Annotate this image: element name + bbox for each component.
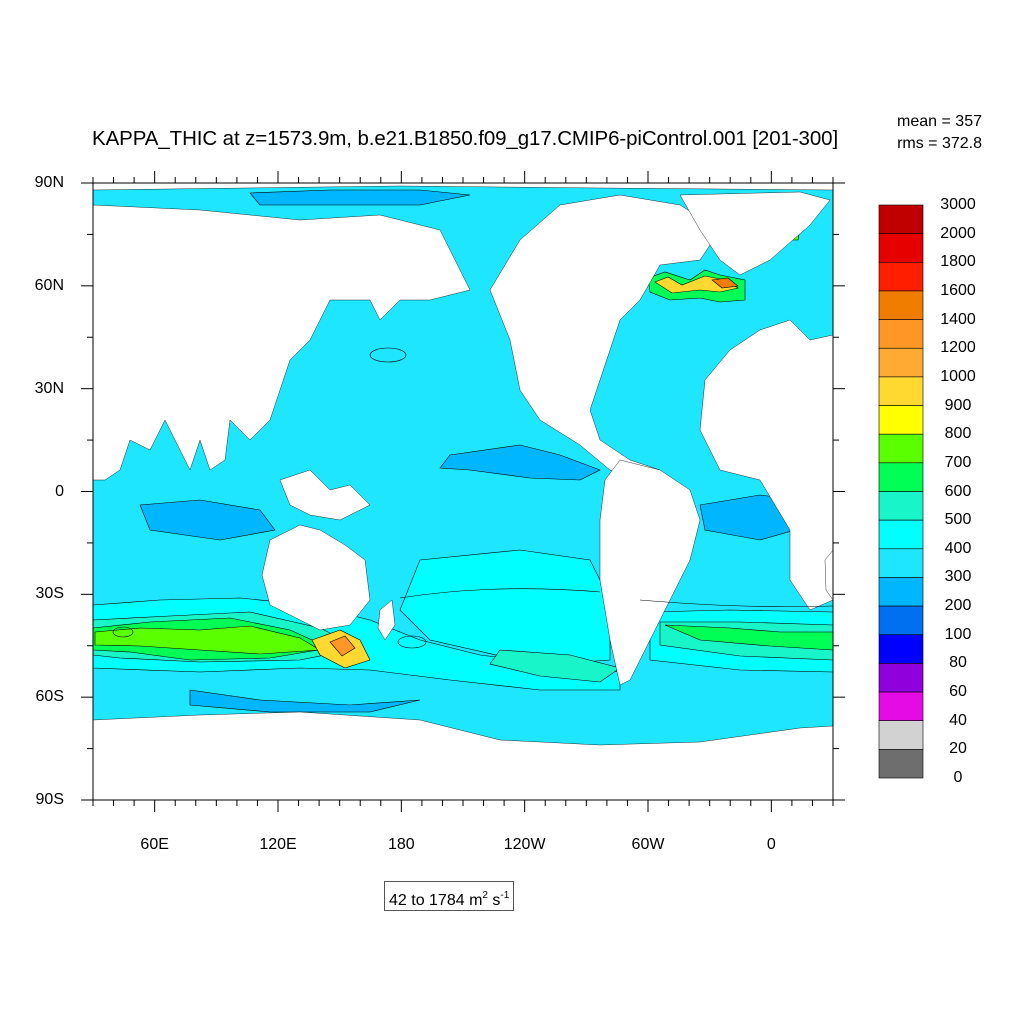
plot-title: KAPPA_THIC at z=1573.9m, b.e21.B1850.f09… (92, 127, 839, 150)
contour-north-pacific (369, 347, 407, 363)
colorbar-box (878, 405, 924, 435)
colorbar-label: 1800 (940, 253, 976, 271)
range-sup-2: -1 (500, 890, 510, 901)
colorbar-box (878, 491, 924, 521)
colorbar-label: 3000 (940, 196, 976, 213)
colorbar-box (878, 261, 924, 292)
field-300-arctic (249, 189, 471, 206)
colorbar-box (878, 720, 924, 750)
colorbar-label: 800 (944, 425, 972, 443)
range-text: 42 to 1784 m (389, 892, 483, 909)
map-ticks (81, 171, 845, 812)
colorbar-box (878, 634, 924, 664)
land-south-america (599, 459, 701, 686)
range-sup-1: 2 (482, 890, 488, 901)
land-greenland (679, 191, 831, 276)
colorbar-label: 1200 (940, 339, 976, 357)
land-maritime-islands (279, 469, 371, 521)
colorbar-label: 400 (944, 539, 972, 557)
colorbar-box (878, 347, 924, 378)
colorbar-box (878, 548, 924, 578)
colorbar-label: 60 (949, 683, 967, 701)
colorbar-label: 100 (944, 625, 972, 643)
field-400-south-pacific (399, 549, 611, 666)
land-new-zealand (377, 599, 396, 641)
lat-label: 60N (34, 276, 64, 294)
colorbar-box (878, 376, 924, 406)
colorbar-label: 700 (944, 453, 972, 471)
land-madagascar (824, 549, 833, 601)
contour-kerguelen (112, 626, 134, 638)
colorbar (878, 204, 924, 779)
field-hotspot-labrador-hot (711, 277, 739, 289)
field-500-south-pacific (489, 649, 621, 683)
contour-south-pacific (399, 588, 601, 599)
colorbar-label: 1000 (940, 367, 976, 385)
colorbar-box (878, 519, 924, 550)
lon-label: 60W (631, 836, 665, 853)
lon-label: 60E (140, 836, 169, 853)
field-600-southern-east (664, 624, 833, 651)
colorbar-label: 600 (944, 482, 972, 500)
colorbar-box (878, 691, 924, 721)
lat-label: 60S (35, 688, 64, 706)
lon-label: 180 (387, 836, 415, 853)
range-label: 42 to 1784 m2 s-1 (384, 881, 515, 911)
colorbar-label: 40 (949, 711, 967, 729)
land-north-america (489, 194, 721, 481)
colorbar-box (878, 319, 924, 349)
land-masses (93, 183, 833, 800)
colorbar-box (878, 663, 924, 693)
colorbar-label: 1400 (940, 310, 976, 328)
colorbar-label: 2000 (940, 224, 976, 242)
field-300-equatorial-pacific (439, 444, 601, 481)
contour-south-atlantic (639, 599, 833, 607)
range-mid: s (487, 892, 501, 909)
land-antarctica (93, 711, 833, 800)
lat-label: 30S (35, 585, 64, 603)
colorbar-label: 200 (944, 597, 972, 615)
field-300-antarctic-shelf (189, 689, 421, 713)
colorbar-box (878, 749, 924, 779)
colorbar-label: 1600 (940, 281, 976, 299)
land-eurasia (93, 204, 471, 481)
rms-stat: rms = 372.8 (897, 135, 982, 152)
colorbar-label: 900 (944, 396, 972, 414)
lat-label: 90S (35, 791, 64, 808)
contour-lines (112, 347, 833, 649)
colorbar-label: 300 (944, 568, 972, 586)
contour-tasman-sea (397, 635, 427, 649)
lat-label: 0 (55, 482, 64, 500)
colorbar-label: 20 (949, 740, 967, 758)
colorbar-label: 0 (953, 769, 963, 786)
mean-stat: mean = 357 (897, 113, 982, 130)
land-arctic (93, 183, 833, 191)
colorbar-box (878, 433, 924, 464)
lat-label: 30N (34, 379, 64, 397)
field-hotspot-tasman-core (329, 635, 356, 657)
colorbar-box (878, 577, 924, 607)
colorbar-box (878, 204, 924, 234)
colorbar-box (878, 605, 924, 636)
land-africa (699, 319, 833, 611)
lat-label: 90N (34, 174, 64, 191)
lon-label: 120W (503, 836, 546, 853)
colorbar-box (878, 462, 924, 492)
lon-label: 0 (766, 836, 776, 853)
land-australia (261, 524, 371, 631)
colorbar-label: 500 (944, 511, 972, 529)
lon-label: 120E (259, 836, 297, 853)
field-300-indian (139, 499, 276, 541)
colorbar-label: 80 (949, 654, 967, 672)
colorbar-box (878, 233, 924, 263)
colorbar-box (878, 290, 924, 320)
